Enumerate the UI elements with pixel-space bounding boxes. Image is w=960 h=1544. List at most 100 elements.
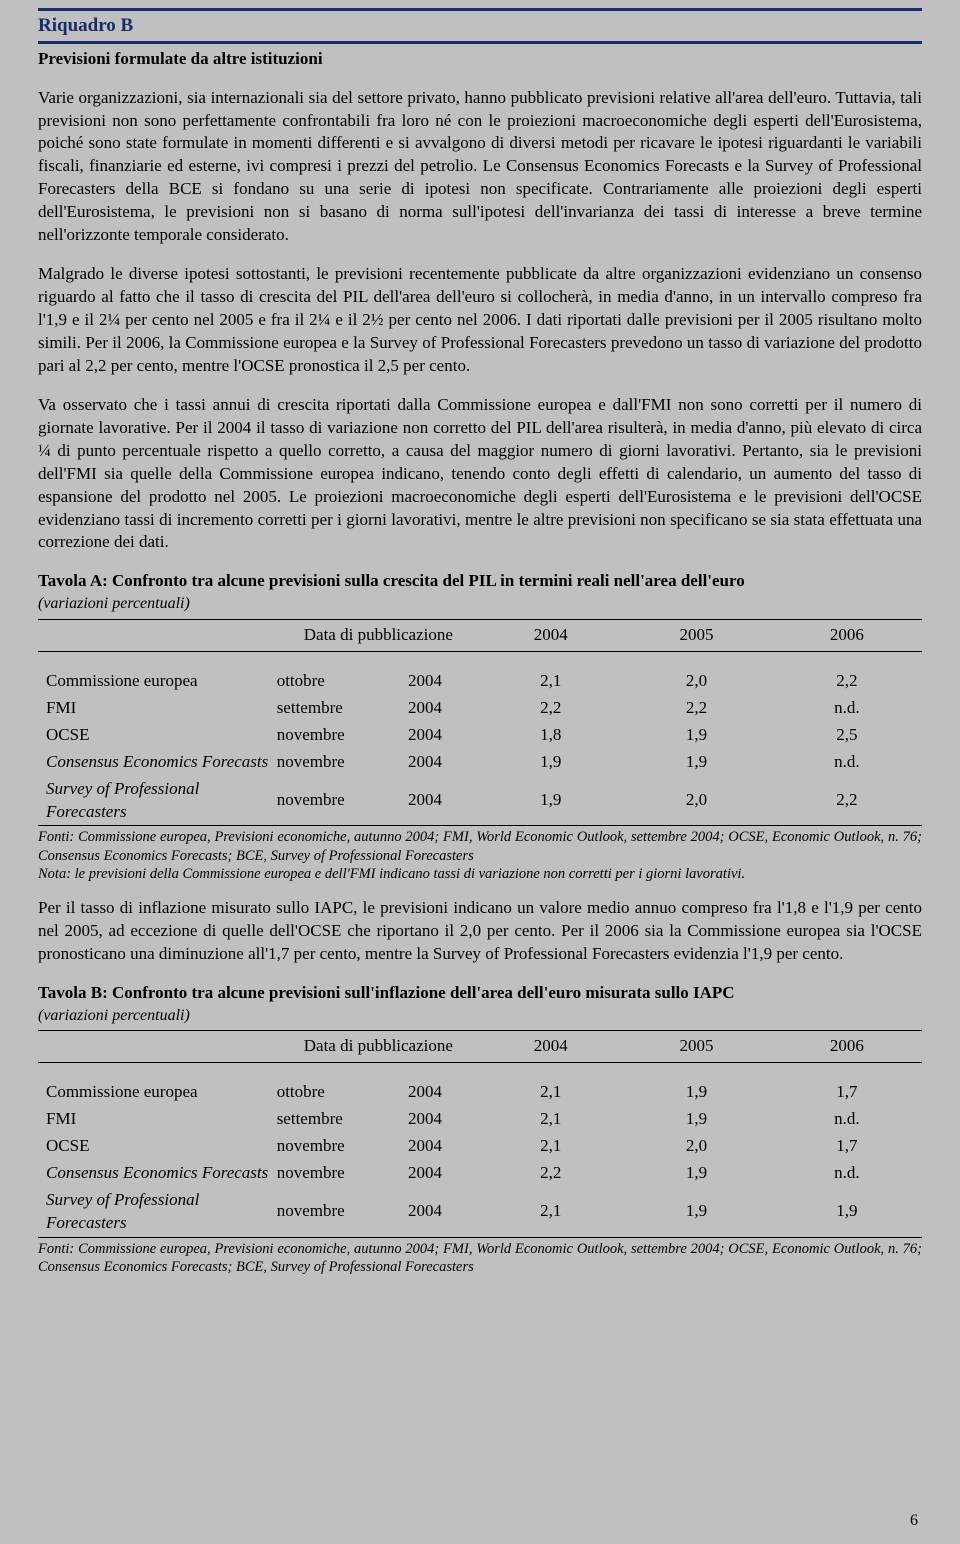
table-a-note: Nota: le previsioni della Commissione eu… (38, 866, 745, 882)
row-2006: 1,7 (772, 1133, 922, 1160)
paragraph-1: Varie organizzazioni, sia internazionali… (38, 87, 922, 248)
table-b-footnote: Fonti: Commissione europea, Previsioni e… (38, 1240, 922, 1276)
row-pubyear: 2004 (402, 776, 480, 826)
paragraph-3: Va osservato che i tassi annui di cresci… (38, 394, 922, 555)
row-pubyear: 2004 (402, 722, 480, 749)
row-month: novembre (277, 776, 402, 826)
row-name: Consensus Economics Forecasts (38, 1160, 277, 1187)
col-2006: 2006 (772, 619, 922, 651)
table-a: Data di pubblicazione 2004 2005 2006 Com… (38, 619, 922, 827)
col-pubdate: Data di pubblicazione (277, 619, 480, 651)
table-b-header-row: Data di pubblicazione 2004 2005 2006 (38, 1031, 922, 1063)
row-2005: 2,0 (621, 668, 771, 695)
col-2004: 2004 (480, 619, 621, 651)
row-2004: 2,2 (480, 695, 621, 722)
row-2005: 2,0 (621, 776, 771, 826)
table-b-spacer (38, 1063, 922, 1080)
table-b: Data di pubblicazione 2004 2005 2006 Com… (38, 1030, 922, 1238)
row-2005: 2,2 (621, 695, 771, 722)
row-month: settembre (277, 1106, 402, 1133)
table-b-sources: Fonti: Commissione europea, Previsioni e… (38, 1241, 922, 1275)
row-month: novembre (277, 1133, 402, 1160)
row-2006: n.d. (772, 695, 922, 722)
table-a-header-row: Data di pubblicazione 2004 2005 2006 (38, 619, 922, 651)
table-a-spacer (38, 651, 922, 668)
row-pubyear: 2004 (402, 1160, 480, 1187)
row-2006: 2,2 (772, 776, 922, 826)
box-title: Riquadro B (38, 15, 133, 36)
row-2006: n.d. (772, 749, 922, 776)
row-2005: 1,9 (621, 722, 771, 749)
row-2006: n.d. (772, 1160, 922, 1187)
table-row: Consensus Economics Forecasts novembre 2… (38, 1160, 922, 1187)
row-month: novembre (277, 722, 402, 749)
table-row: Survey of Professional Forecasters novem… (38, 1187, 922, 1237)
row-2005: 1,9 (621, 1160, 771, 1187)
table-row: Survey of Professional Forecasters novem… (38, 776, 922, 826)
row-name: Survey of Professional Forecasters (38, 776, 277, 826)
row-month: novembre (277, 1160, 402, 1187)
page-container: Riquadro B Previsioni formulate da altre… (0, 0, 960, 1544)
row-name: FMI (38, 1106, 277, 1133)
row-2004: 1,9 (480, 749, 621, 776)
row-2006: 1,7 (772, 1079, 922, 1106)
table-b-subtitle: (variazioni percentuali) (38, 1005, 922, 1027)
col-2006: 2006 (772, 1031, 922, 1063)
col-2005: 2005 (621, 619, 771, 651)
col-2004: 2004 (480, 1031, 621, 1063)
row-month: novembre (277, 1187, 402, 1237)
row-2005: 1,9 (621, 1106, 771, 1133)
row-2004: 2,2 (480, 1160, 621, 1187)
row-2006: 2,2 (772, 668, 922, 695)
table-b-title: Tavola B: Confronto tra alcune prevision… (38, 982, 922, 1005)
col-2005: 2005 (621, 1031, 771, 1063)
box-subtitle: Previsioni formulate da altre istituzion… (38, 48, 922, 71)
row-2006: n.d. (772, 1106, 922, 1133)
paragraph-4: Per il tasso di inflazione misurato sull… (38, 897, 922, 966)
row-month: settembre (277, 695, 402, 722)
row-name: FMI (38, 695, 277, 722)
table-row: Commissione europea ottobre 2004 2,1 2,0… (38, 668, 922, 695)
row-month: ottobre (277, 1079, 402, 1106)
row-month: novembre (277, 749, 402, 776)
table-row: FMI settembre 2004 2,2 2,2 n.d. (38, 695, 922, 722)
row-pubyear: 2004 (402, 749, 480, 776)
row-name: OCSE (38, 1133, 277, 1160)
row-pubyear: 2004 (402, 1187, 480, 1237)
row-pubyear: 2004 (402, 1106, 480, 1133)
row-2005: 1,9 (621, 1187, 771, 1237)
table-row: FMI settembre 2004 2,1 1,9 n.d. (38, 1106, 922, 1133)
box-header: Riquadro B (38, 8, 922, 44)
paragraph-2: Malgrado le diverse ipotesi sottostanti,… (38, 263, 922, 378)
row-2004: 1,8 (480, 722, 621, 749)
row-2004: 2,1 (480, 1133, 621, 1160)
row-2004: 2,1 (480, 1187, 621, 1237)
table-a-subtitle: (variazioni percentuali) (38, 593, 922, 615)
row-2004: 1,9 (480, 776, 621, 826)
row-2005: 2,0 (621, 1133, 771, 1160)
table-row: Consensus Economics Forecasts novembre 2… (38, 749, 922, 776)
table-row: OCSE novembre 2004 1,8 1,9 2,5 (38, 722, 922, 749)
col-pubdate: Data di pubblicazione (277, 1031, 480, 1063)
row-2005: 1,9 (621, 1079, 771, 1106)
row-2006: 1,9 (772, 1187, 922, 1237)
table-row: Commissione europea ottobre 2004 2,1 1,9… (38, 1079, 922, 1106)
row-name: Survey of Professional Forecasters (38, 1187, 277, 1237)
row-name: Commissione europea (38, 1079, 277, 1106)
table-a-title: Tavola A: Confronto tra alcune prevision… (38, 570, 922, 593)
page-number: 6 (910, 1510, 918, 1532)
row-pubyear: 2004 (402, 1133, 480, 1160)
row-2004: 2,1 (480, 1079, 621, 1106)
row-name: Commissione europea (38, 668, 277, 695)
table-a-sources: Fonti: Commissione europea, Previsioni e… (38, 829, 922, 863)
row-2004: 2,1 (480, 668, 621, 695)
table-a-footnote: Fonti: Commissione europea, Previsioni e… (38, 828, 922, 882)
row-2004: 2,1 (480, 1106, 621, 1133)
table-row: OCSE novembre 2004 2,1 2,0 1,7 (38, 1133, 922, 1160)
row-pubyear: 2004 (402, 1079, 480, 1106)
row-pubyear: 2004 (402, 668, 480, 695)
row-2006: 2,5 (772, 722, 922, 749)
row-month: ottobre (277, 668, 402, 695)
row-2005: 1,9 (621, 749, 771, 776)
row-name: Consensus Economics Forecasts (38, 749, 277, 776)
